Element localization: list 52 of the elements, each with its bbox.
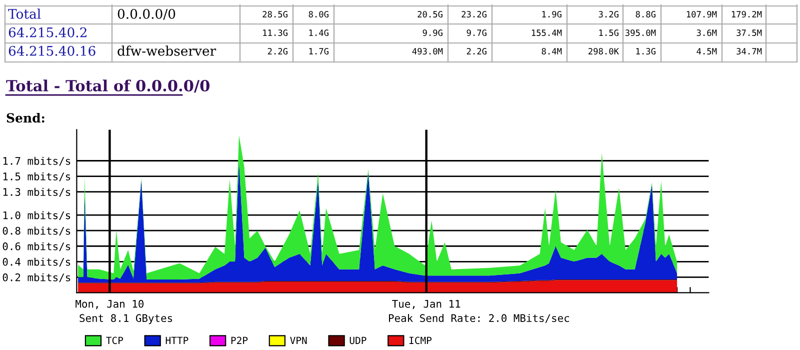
y-tick-label: 0.8 mbits/s [2, 226, 70, 236]
text: 37.5M [736, 30, 762, 36]
text: 1.5G [599, 30, 618, 36]
text: 0.0.0.0/0 [118, 8, 176, 20]
text: 1.7G [309, 48, 328, 55]
y-tick-label: 1.3 mbits/s [3, 188, 70, 197]
text: 298.0K [588, 48, 619, 55]
text: 28.5G [262, 11, 288, 18]
y-tick-label: 0.2 mbits/s [2, 273, 70, 282]
text: 20.5G [418, 11, 442, 18]
text: 2.2G [268, 48, 288, 55]
y-tick-label: 1.5 mbits/s [3, 172, 70, 182]
legend-label: TCP [106, 336, 123, 344]
text: 4.5M [696, 48, 717, 55]
text: dfw-webserver [118, 46, 216, 56]
text: 34.7M [736, 48, 762, 55]
text: 9.9G [422, 30, 442, 36]
legend-label: HTTP [166, 336, 188, 344]
y-tick-label: 0.6 mbits/s [2, 242, 70, 252]
legend-label: ICMP [410, 336, 432, 344]
legend-label: P2P [231, 336, 248, 344]
y-tick-label: 1.0 mbits/s [3, 211, 70, 220]
text: 3.2G [598, 11, 618, 18]
text: 155.4M [532, 30, 562, 36]
y-tick-label: 0.4 mbits/s [2, 258, 70, 267]
text: 8.0G [308, 11, 328, 18]
x-tick-label: Tue, Jan 11 [392, 300, 460, 310]
chart-subtitle: Send: [6, 112, 44, 123]
text: 1.4G [309, 30, 328, 36]
text: 493.0M [412, 48, 443, 55]
text: 2.2G [466, 48, 486, 55]
text: Sent 8.1 GBytes [80, 314, 172, 324]
text: 64.215.40.16 [8, 46, 96, 56]
x-tick-label: Mon, Jan 10 [76, 300, 144, 310]
text: 8.4M [542, 48, 562, 55]
text: 23.2G [462, 11, 486, 18]
text: 107.9M [686, 11, 717, 18]
text: Peak Send Rate: 2.0 MBits/sec [389, 314, 569, 323]
text: 179.2M [732, 11, 762, 18]
text: 395.0M [625, 30, 656, 36]
text: 1.9G [542, 11, 562, 18]
text: 9.7G [466, 30, 486, 36]
chart-title: Total - Total of 0.0.0.0/0 [6, 80, 210, 93]
legend-label: VPN [290, 336, 307, 344]
legend-label: UDP [350, 336, 366, 344]
text: 8.8G [636, 11, 656, 18]
text: 11.3G [263, 30, 288, 36]
y-tick-label: 1.7 mbits/s [3, 156, 70, 166]
text: 64.215.40.2 [8, 27, 86, 38]
text: Total [8, 8, 41, 19]
text: 1.3G [636, 48, 656, 55]
text: 3.6M [696, 30, 717, 36]
